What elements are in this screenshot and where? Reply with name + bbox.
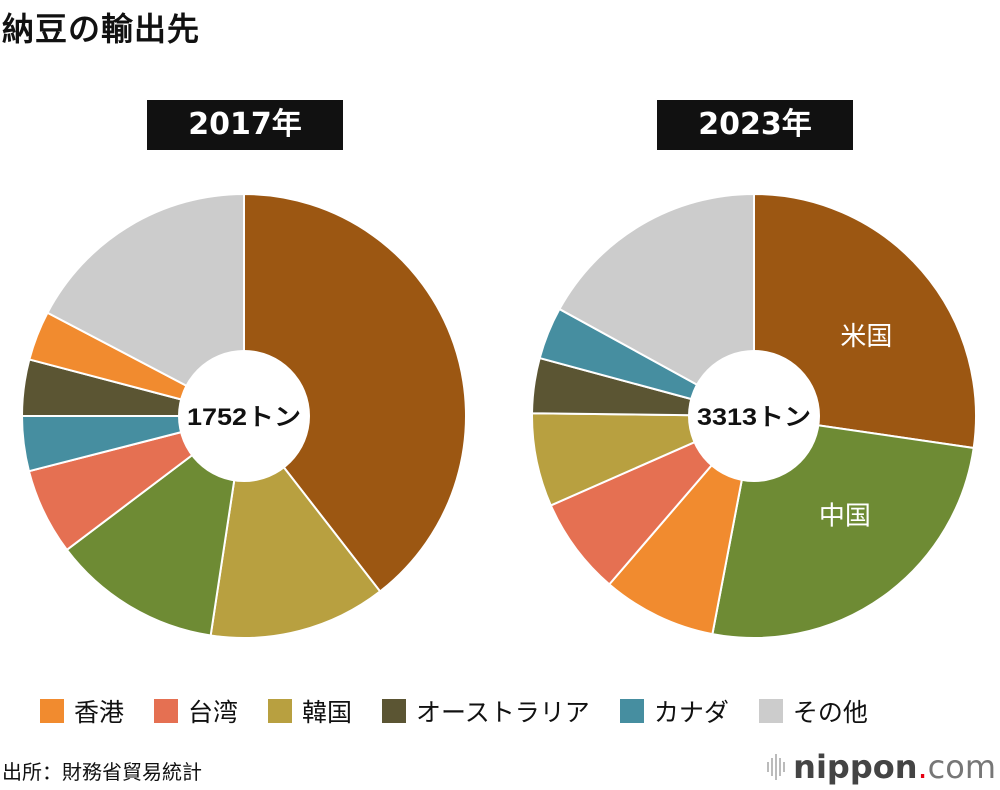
legend-item: 台湾 — [154, 693, 238, 729]
donut-hole — [688, 350, 820, 482]
logo-name: nippon — [793, 748, 918, 786]
source-note: 出所：財務省貿易統計 — [2, 760, 202, 784]
legend-item: 韓国 — [268, 693, 352, 729]
year-label-2017: 2017年 — [147, 100, 343, 150]
legend: 香港 台湾 韓国 オーストラリア カナダ その他 — [40, 693, 898, 729]
legend-label: その他 — [792, 698, 868, 727]
center-total-label: 1752トン — [187, 404, 301, 431]
legend-swatch — [268, 699, 293, 723]
legend-label: 台湾 — [188, 698, 239, 727]
year-label-2023: 2023年 — [657, 100, 853, 150]
legend-item: カナダ — [619, 693, 729, 729]
legend-label: 韓国 — [302, 698, 353, 727]
pie-slice-米国 — [243, 192, 467, 593]
center-total-label: 3313トン — [697, 404, 811, 431]
slice-label: 米国 — [840, 322, 892, 352]
pie-slice-その他 — [558, 192, 755, 418]
legend-label: カナダ — [653, 698, 729, 727]
logo-suffix: com — [927, 748, 996, 786]
donut-hole — [178, 350, 310, 482]
logo-dot: . — [917, 748, 928, 786]
nippon-logo: nippon. com — [767, 748, 996, 786]
legend-swatch — [382, 699, 407, 723]
legend-item: 香港 — [40, 693, 124, 729]
legend-swatch — [40, 699, 64, 723]
legend-swatch — [619, 699, 644, 723]
legend-item: オーストラリア — [382, 693, 590, 729]
pie-slice-その他 — [46, 192, 245, 418]
logo-bars-icon — [767, 754, 786, 780]
legend-label: 香港 — [74, 698, 125, 727]
pie-slice-中国 — [65, 413, 246, 637]
legend-item: その他 — [758, 693, 868, 729]
legend-swatch — [758, 699, 783, 723]
slice-label: 中国 — [819, 501, 871, 531]
chart-title: 納豆の輸出先 — [2, 10, 201, 48]
legend-swatch — [154, 699, 179, 723]
legend-label: オーストラリア — [416, 698, 590, 727]
